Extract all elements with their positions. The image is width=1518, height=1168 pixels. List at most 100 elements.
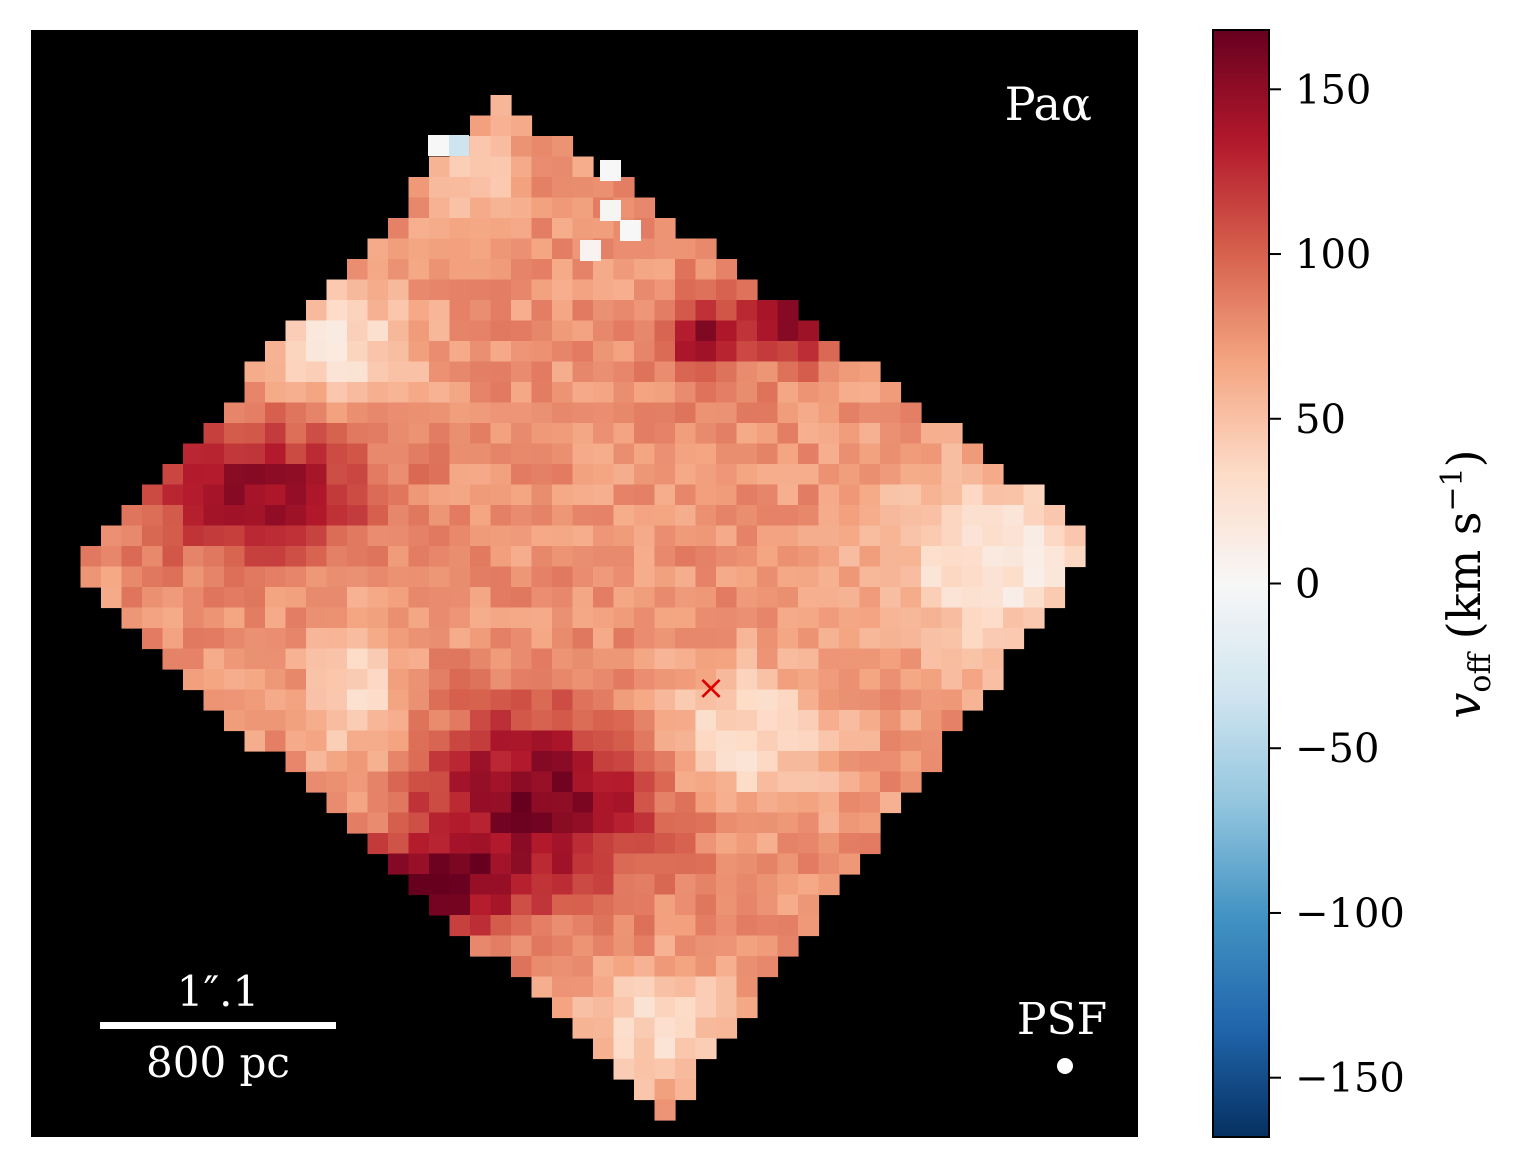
map-pixel — [941, 464, 963, 486]
map-pixel — [880, 730, 902, 752]
map-pixel — [347, 587, 369, 609]
map-pixel — [511, 464, 533, 486]
map-pixel — [818, 853, 840, 875]
map-pixel — [777, 710, 799, 732]
map-pixel — [654, 1017, 676, 1039]
map-pixel — [408, 177, 430, 199]
map-pixel — [162, 587, 184, 609]
map-pixel — [183, 443, 205, 465]
map-pixel — [654, 956, 676, 978]
map-pixel — [716, 853, 738, 875]
map-pixel — [490, 238, 512, 260]
map-pixel — [634, 956, 656, 978]
map-pixel — [552, 218, 574, 240]
map-pixel — [347, 505, 369, 527]
map-pixel — [839, 771, 861, 793]
map-pixel — [285, 587, 307, 609]
map-pixel — [777, 505, 799, 527]
map-pixel — [634, 402, 656, 424]
map-pixel — [777, 771, 799, 793]
map-pixel — [244, 689, 266, 711]
map-pixel — [429, 300, 451, 322]
map-pixel — [388, 587, 410, 609]
map-pixel — [593, 689, 615, 711]
map-pixel — [285, 341, 307, 363]
map-pixel — [388, 833, 410, 855]
map-pixel — [695, 853, 717, 875]
map-pixel — [449, 423, 471, 445]
map-pixel — [613, 320, 635, 342]
map-pixel — [982, 607, 1004, 629]
map-pixel — [367, 402, 389, 424]
map-pixel — [798, 464, 820, 486]
map-pixel — [798, 730, 820, 752]
map-pixel — [490, 874, 512, 896]
map-pixel — [244, 587, 266, 609]
map-pixel — [552, 833, 574, 855]
map-pixel — [552, 792, 574, 814]
map-pixel — [511, 484, 533, 506]
map-pixel — [1023, 505, 1045, 527]
map-pixel — [859, 730, 881, 752]
map-pixel — [408, 710, 430, 732]
map-pixel — [511, 136, 533, 158]
map-pixel — [429, 689, 451, 711]
map-pixel — [449, 546, 471, 568]
map-pixel — [429, 464, 451, 486]
map-pixel — [552, 402, 574, 424]
map-pixel — [798, 853, 820, 875]
map-pixel — [654, 607, 676, 629]
map-pixel — [675, 402, 697, 424]
map-pixel — [777, 935, 799, 957]
map-pixel — [675, 894, 697, 916]
map-pixel — [818, 587, 840, 609]
map-pixel — [675, 546, 697, 568]
map-pixel — [572, 628, 594, 650]
map-pixel — [1003, 628, 1025, 650]
map-pixel — [448, 135, 469, 156]
map-pixel — [593, 218, 615, 240]
map-pixel — [552, 689, 574, 711]
map-pixel — [244, 648, 266, 670]
map-pixel — [613, 730, 635, 752]
map-pixel — [839, 382, 861, 404]
map-pixel — [634, 997, 656, 1019]
map-pixel — [388, 689, 410, 711]
map-pixel — [408, 546, 430, 568]
map-pixel — [921, 525, 943, 547]
map-pixel — [839, 464, 861, 486]
map-pixel — [675, 812, 697, 834]
map-pixel — [367, 443, 389, 465]
map-pixel — [490, 177, 512, 199]
map-pixel — [306, 300, 328, 322]
map-pixel — [511, 546, 533, 568]
map-pixel — [265, 546, 287, 568]
map-pixel — [736, 812, 758, 834]
map-pixel — [367, 710, 389, 732]
map-pixel — [613, 1058, 635, 1080]
map-pixel — [552, 566, 574, 588]
map-pixel — [572, 587, 594, 609]
colorbar — [1212, 29, 1270, 1138]
map-pixel — [203, 669, 225, 691]
map-pixel — [859, 792, 881, 814]
map-pixel — [367, 505, 389, 527]
map-pixel — [941, 566, 963, 588]
map-pixel — [511, 505, 533, 527]
map-pixel — [982, 669, 1004, 691]
map-pixel — [634, 833, 656, 855]
map-pixel — [777, 874, 799, 896]
map-pixel — [736, 935, 758, 957]
map-pixel — [531, 156, 553, 178]
map-pixel — [613, 382, 635, 404]
map-pixel — [306, 730, 328, 752]
map-pixel — [326, 566, 348, 588]
map-pixel — [162, 566, 184, 588]
map-pixel — [408, 689, 430, 711]
map-pixel — [511, 587, 533, 609]
map-pixel — [613, 587, 635, 609]
map-pixel — [531, 382, 553, 404]
map-pixel — [285, 505, 307, 527]
map-pixel — [593, 177, 615, 199]
map-pixel — [388, 751, 410, 773]
